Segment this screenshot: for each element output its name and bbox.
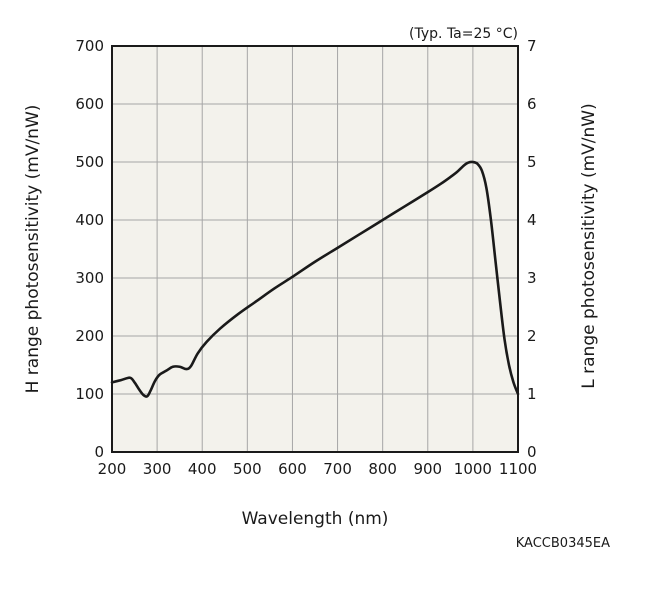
left-y-axis-ticks: 0 100 200 300 400 500 600 700 (75, 37, 104, 461)
right-y-tick-label: 1 (527, 385, 537, 403)
x-tick-label: 800 (368, 460, 397, 478)
left-y-tick-label: 700 (75, 37, 104, 55)
right-y-tick-label: 6 (527, 95, 537, 113)
plot-area (112, 46, 518, 452)
left-y-tick-label: 600 (75, 95, 104, 113)
left-y-tick-label: 0 (94, 443, 104, 461)
right-y-tick-label: 2 (527, 327, 537, 345)
x-tick-label: 600 (278, 460, 307, 478)
right-y-axis-title: L range photosensitivity (mV/nW) (579, 103, 599, 388)
x-tick-label: 500 (233, 460, 262, 478)
left-y-tick-label: 500 (75, 153, 104, 171)
right-y-tick-label: 3 (527, 269, 537, 287)
x-tick-label: 900 (413, 460, 442, 478)
x-tick-label: 700 (323, 460, 352, 478)
right-y-tick-label: 5 (527, 153, 537, 171)
figure-code: KACCB0345EA (516, 536, 610, 551)
measurement-condition-note: (Typ. Ta=25 °C) (409, 26, 518, 42)
x-axis-ticks: 200 300 400 500 600 700 800 900 1000 1100 (98, 460, 537, 478)
left-y-tick-label: 400 (75, 211, 104, 229)
left-y-tick-label: 300 (75, 269, 104, 287)
right-y-axis-ticks: 0 1 2 3 4 5 6 7 (527, 37, 537, 461)
x-axis-title: Wavelength (nm) (242, 509, 389, 529)
left-y-tick-label: 200 (75, 327, 104, 345)
x-tick-label: 1000 (454, 460, 492, 478)
x-tick-label: 400 (188, 460, 217, 478)
left-y-tick-label: 100 (75, 385, 104, 403)
right-y-tick-label: 7 (527, 37, 537, 55)
x-tick-label: 200 (98, 460, 127, 478)
plot-frame (111, 45, 519, 453)
right-y-tick-label: 0 (527, 443, 537, 461)
x-tick-label: 300 (143, 460, 172, 478)
photosensitivity-curve (110, 160, 520, 398)
left-y-axis-title: H range photosensitivity (mV/nW) (23, 105, 43, 394)
right-y-tick-label: 4 (527, 211, 537, 229)
x-tick-label: 1100 (499, 460, 537, 478)
